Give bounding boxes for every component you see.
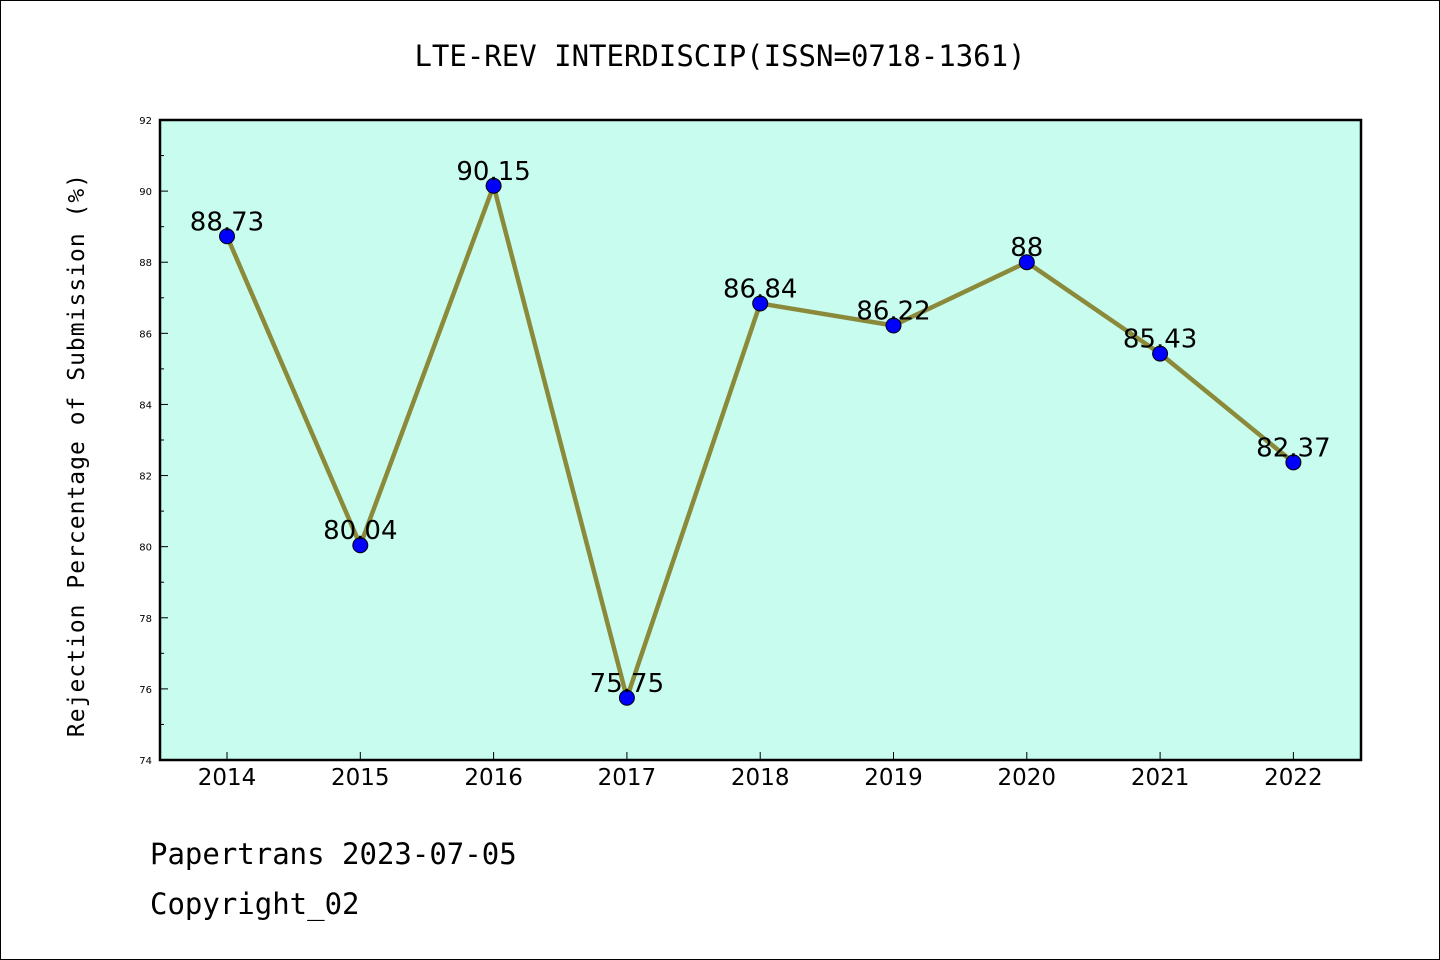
y-tick-label: 74	[139, 756, 152, 767]
y-tick-label: 88	[139, 258, 152, 269]
x-tick-label: 2015	[331, 765, 390, 791]
chart-title: LTE-REV INTERDISCIP(ISSN=0718-1361)	[414, 39, 1025, 73]
x-tick-label: 2019	[864, 765, 923, 791]
footer-date-text: Papertrans 2023-07-05	[150, 837, 517, 871]
data-label-2021: 85.43	[1123, 325, 1197, 355]
data-markers	[219, 177, 1302, 706]
y-axis: 74 76 78 80 82 84 86 88 90 92	[139, 116, 168, 767]
data-label-2022: 82.37	[1256, 433, 1330, 463]
data-point-2014	[219, 228, 235, 245]
y-tick-label: 82	[139, 472, 152, 483]
x-tick-label: 2016	[464, 765, 523, 791]
y-tick-label: 84	[139, 400, 152, 411]
data-labels: 88.73 80.04 90.15 75.75 86.84 86.22 88 85.43 82.…	[190, 157, 1331, 699]
y-tick-label: 78	[139, 614, 152, 625]
data-label-2016: 90.15	[456, 157, 530, 187]
data-point-2018	[752, 295, 769, 312]
y-tick-label: 86	[139, 329, 152, 340]
data-label-2017: 75.75	[590, 669, 664, 699]
footer-copyright-text: Copyright_02	[150, 887, 360, 922]
data-label-2015: 80.04	[323, 516, 397, 546]
y-tick-label: 90	[139, 187, 152, 198]
data-label-2018: 86.84	[723, 274, 797, 304]
x-tick-label: 2017	[598, 765, 657, 791]
y-tick-label: 92	[139, 116, 152, 127]
data-point-2022	[1285, 454, 1302, 471]
y-axis-label: Rejection Percentage of Submission (%)	[64, 173, 90, 737]
data-label-2020: 88	[1010, 233, 1043, 263]
data-point-2020	[1018, 254, 1035, 271]
y-tick-label: 80	[139, 543, 152, 554]
plot-area	[158, 118, 1363, 762]
x-tick-label: 2021	[1131, 765, 1190, 791]
data-point-2021	[1152, 345, 1169, 362]
x-tick-label: 2020	[998, 765, 1057, 791]
x-tick-label: 2022	[1264, 765, 1323, 791]
data-point-2017	[618, 689, 635, 706]
data-label-2014: 88.73	[190, 207, 264, 237]
data-point-2015	[352, 537, 369, 554]
y-tick-label: 76	[139, 685, 152, 696]
data-point-2016	[485, 177, 502, 194]
data-point-2019	[885, 317, 902, 334]
data-label-2019: 86.22	[856, 297, 930, 327]
x-tick-label: 2014	[198, 765, 257, 791]
x-tick-label: 2018	[731, 765, 790, 791]
x-axis: 2014 2015 2016 2017 2018 2019 2020 2021 2022	[198, 752, 1323, 791]
